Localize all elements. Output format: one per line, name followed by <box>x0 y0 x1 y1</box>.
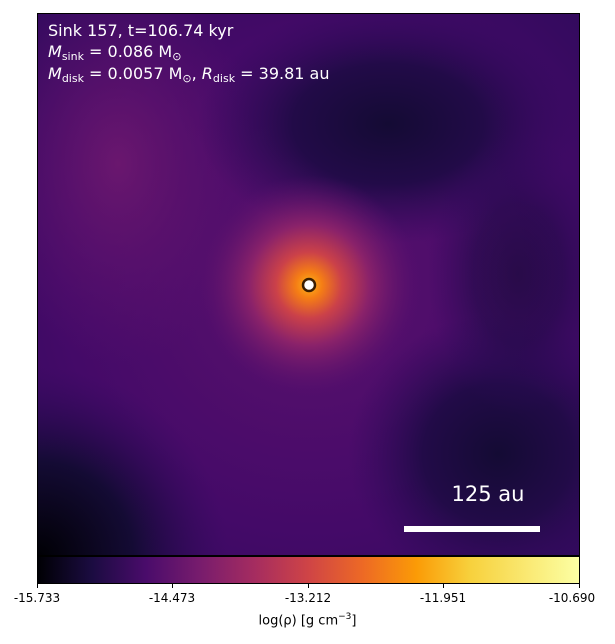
sink-info: Sink 157, t=106.74 kyr <box>48 22 233 40</box>
sink-mass: Msink = 0.086 M⊙ <box>48 43 181 66</box>
colorbar-label-text: log(ρ) [g cm <box>258 613 339 629</box>
disk-mass-subscript: disk <box>61 72 84 85</box>
scale-bar-label: 125 au <box>451 482 525 506</box>
disk-radius-symbol: R <box>201 64 213 83</box>
disk-mass-symbol: M <box>48 64 62 83</box>
disk-radius-value: = 39.81 au <box>235 64 330 83</box>
colorbar-tick-label-3: -13.212 <box>284 591 332 605</box>
colorbar-label: log(ρ) [g cm−3] <box>0 612 615 628</box>
density-map: Sink 157, t=106.74 kyr Msink = 0.086 M⊙ … <box>37 13 580 556</box>
colorbar <box>37 556 580 584</box>
sink-marker <box>301 277 317 293</box>
colorbar-tick-2 <box>172 584 173 588</box>
colorbar-label-exponent: −3 <box>338 612 352 622</box>
colorbar-tick-5 <box>579 584 580 588</box>
scale-bar <box>404 526 540 532</box>
sink-info-text: Sink 157, t=106.74 kyr <box>48 21 234 40</box>
colorbar-tick-1 <box>37 584 38 588</box>
disk-info: Mdisk = 0.0057 M⊙, Rdisk = 39.81 au <box>48 65 329 88</box>
sink-mass-symbol: M <box>48 42 62 61</box>
colorbar-tick-label-4: -11.951 <box>419 591 467 605</box>
colorbar-tick-label-1: -15.733 <box>13 591 61 605</box>
colorbar-tick-3 <box>308 584 309 588</box>
sink-mass-unit: ⊙ <box>172 50 182 63</box>
colorbar-tick-label-5: -10.690 <box>548 591 596 605</box>
disk-mass-value: = 0.0057 M <box>83 64 183 83</box>
sink-mass-subscript: sink <box>61 50 84 63</box>
disk-separator: , <box>191 64 202 83</box>
disk-mass-unit: ⊙ <box>182 72 192 85</box>
colorbar-label-suffix: ] <box>351 613 357 629</box>
disk-radius-subscript: disk <box>212 72 236 85</box>
sink-mass-value: = 0.086 M <box>83 42 173 61</box>
colorbar-tick-label-2: -14.473 <box>148 591 196 605</box>
density-image <box>38 14 579 555</box>
colorbar-tick-4 <box>443 584 444 588</box>
